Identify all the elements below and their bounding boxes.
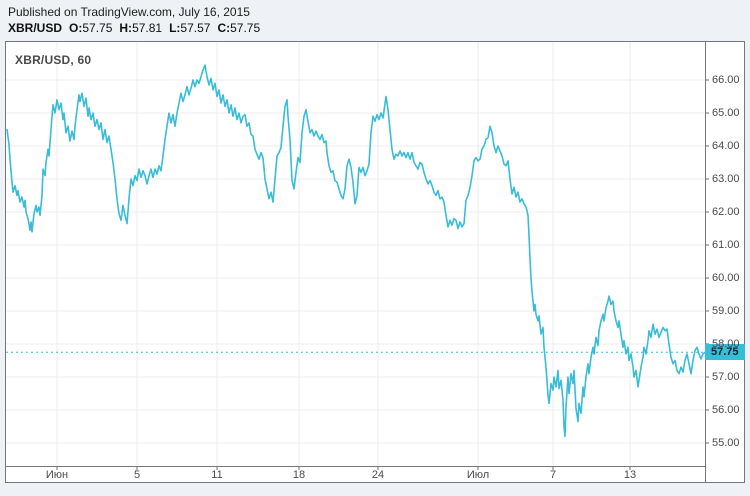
high-label: H: xyxy=(119,21,133,35)
price-chart-plot[interactable] xyxy=(5,41,745,483)
x-axis-label: 5 xyxy=(133,469,141,481)
price-line xyxy=(6,64,706,438)
y-axis-label: 56.00 xyxy=(712,403,740,416)
x-axis-label: Июн xyxy=(45,469,69,481)
high-value: 57.81 xyxy=(132,21,163,35)
low-label: L: xyxy=(169,21,181,35)
x-axis-label: 18 xyxy=(292,469,306,481)
y-axis-label: 64.00 xyxy=(712,139,740,152)
low-value: 57.57 xyxy=(180,21,211,35)
x-axis-label: Июл xyxy=(466,469,490,481)
ohlc-line: XBR/USD O:57.75 H:57.81 L:57.57 C:57.75 xyxy=(8,21,267,35)
y-axis-label: 62.00 xyxy=(712,205,740,218)
y-axis-label: 66.00 xyxy=(712,73,740,86)
last-price-label: 57.75 xyxy=(705,344,745,361)
x-axis-label: 11 xyxy=(211,469,223,481)
x-axis-label: 7 xyxy=(549,469,557,481)
chart-border xyxy=(5,41,745,483)
y-axis-label: 61.00 xyxy=(712,238,740,251)
symbol-label: XBR/USD xyxy=(8,21,63,35)
published-line: Published on TradingView.com, July 16, 2… xyxy=(8,5,250,19)
y-axis-label: 63.00 xyxy=(712,172,740,185)
y-axis-label: 57.00 xyxy=(712,370,740,383)
x-axis-label: 24 xyxy=(371,469,385,481)
open-value: 57.75 xyxy=(82,21,113,35)
y-axis-label: 59.00 xyxy=(712,304,740,317)
x-axis-label: 13 xyxy=(623,469,637,481)
chart-legend: XBR/USD, 60 xyxy=(15,53,92,67)
close-label: C: xyxy=(217,21,231,35)
open-label: O: xyxy=(69,21,83,35)
close-value: 57.75 xyxy=(230,21,261,35)
chart-card: XBR/USD, 60 57.75 66.00 65.00 64.00 63.00 62… xyxy=(5,41,745,483)
y-axis-label: 58.00 xyxy=(712,337,740,350)
y-axis-label: 60.00 xyxy=(712,271,740,284)
y-axis-label: 65.00 xyxy=(712,106,740,119)
y-axis-label: 55.00 xyxy=(712,436,740,449)
plot-background xyxy=(5,41,745,483)
